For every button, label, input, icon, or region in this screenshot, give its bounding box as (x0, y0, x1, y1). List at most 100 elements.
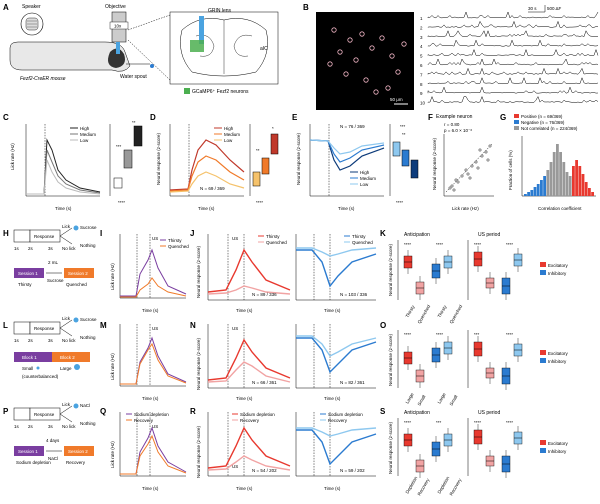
legend-depletion: Sodium depletion (134, 412, 169, 417)
cell-roi (359, 31, 365, 37)
session1-label: Session 1 (18, 271, 38, 276)
session2-sub: Recovery (66, 460, 86, 465)
us-label: US (232, 236, 238, 241)
legend-positive: Positive (n = 69/369) (521, 114, 563, 119)
x-axis-label-2: Time (s) (324, 396, 341, 401)
t2: 2s (28, 424, 34, 429)
hist-bar (591, 192, 594, 196)
panel-letter: H (3, 229, 9, 238)
x-axis-label: Lick rate (Hz) (452, 206, 479, 211)
hist-bar (546, 170, 550, 196)
series-depletion (207, 426, 291, 469)
t3: 3s (48, 424, 54, 429)
legend-exc: Excitatory (548, 351, 569, 356)
grin-label: GRIN lens (208, 8, 232, 14)
hist-bar (540, 180, 543, 196)
panel-letter: F (428, 113, 433, 122)
hist-bar (565, 172, 569, 196)
panel-letter: N (190, 321, 196, 330)
sucrose-label: Sucrose (80, 225, 97, 230)
series-small (207, 361, 291, 383)
y-axis-label: Neural response (z-score) (388, 421, 393, 474)
cell-roi (343, 71, 349, 77)
trace-id: 7 (420, 72, 423, 77)
gap2-label: Sucrose (47, 278, 64, 283)
series-thirsty (207, 248, 291, 293)
panel-g: G Positive (n = 69/369) Negative (n = 76… (500, 113, 596, 211)
sig-1: *** (400, 124, 406, 129)
calcium-trace (427, 39, 599, 47)
gcamp-legend: GCaMP6⁺ Fezf2 neurons (192, 89, 249, 95)
panel-s: S Anticipation US period Neural response… (380, 407, 569, 497)
legend-medium: Medium (80, 132, 96, 137)
lick-label: Lick (62, 402, 71, 407)
session2-sub: Quenched (66, 282, 87, 287)
series-medium (26, 149, 101, 195)
hist-bar (581, 174, 585, 196)
series-medium (309, 139, 385, 163)
legend2-thirsty: Thirsty (352, 234, 366, 239)
response-label: Response (34, 234, 55, 239)
example-title: Example neuron (436, 114, 473, 120)
legend2-recovery: Recovery (328, 418, 348, 423)
trace-id: 1 (420, 16, 423, 21)
trace-id: 4 (420, 44, 423, 49)
mouse-label: Fezf2-CreER mouse (20, 76, 66, 82)
cat-3: Large (437, 392, 447, 405)
y-axis-label: Neural response (z-score) (432, 137, 437, 190)
aic-label: aIC (260, 46, 268, 52)
anticipation-title: Anticipation (404, 232, 430, 238)
panel-r: R Neural response (z-score) US Sodium de… (190, 407, 377, 491)
session1-label: Session 1 (18, 449, 38, 454)
series-low (26, 159, 101, 195)
n-label: N = 69 / 369 (200, 186, 225, 191)
cell-roi (395, 69, 401, 75)
legend-exc: Excitatory (548, 263, 569, 268)
n1-label: N = 66 / 361 (252, 380, 277, 385)
response-label: Response (34, 326, 55, 331)
sig-3: **** (474, 420, 481, 425)
panel-letter: E (292, 113, 298, 122)
panel-letter: O (380, 321, 386, 330)
trace-id: 9 (420, 91, 423, 96)
panel-q: Q Lick rate (Hz) US Sodium depletion Rec… (100, 407, 187, 491)
cell-roi (347, 37, 353, 43)
sig-2: **** (436, 242, 443, 247)
scatter-point (460, 174, 464, 178)
small-label: Small (22, 366, 33, 371)
us-label: US (152, 326, 158, 331)
sig-3: *** (474, 332, 480, 337)
p-value: p = 6.0 × 10⁻⁶ (444, 128, 472, 133)
y-axis-label: Neural response (z-score) (196, 245, 201, 298)
panel-p: P Response Lick No lick NaCl Nothing 1s … (3, 402, 96, 465)
scatter-point (466, 172, 470, 176)
calcium-trace (427, 67, 599, 75)
t1: 1s (14, 424, 20, 429)
x-axis-label: Time (s) (142, 308, 159, 313)
nothing-label: Nothing (80, 421, 96, 426)
series-quenched (120, 277, 187, 298)
y-axis-label: Lick rate (Hz) (110, 353, 115, 380)
gap-label: 2 mL (48, 260, 59, 265)
legend-low: Low (224, 138, 233, 143)
n2-label: N = 103 / 336 (340, 292, 368, 297)
hist-bar (575, 160, 578, 196)
cat-1: Depletion (405, 475, 419, 494)
hist-bar (578, 166, 582, 196)
series-thirsty-inh (296, 249, 377, 288)
y-axis-label: Lick rate (Hz) (10, 143, 15, 170)
fov-image (316, 12, 414, 110)
r-value: r = 0.80 (444, 122, 460, 127)
trace-id: 5 (420, 54, 423, 59)
large-label: Large (60, 366, 72, 371)
lick-label: Lick (62, 224, 71, 229)
panel-j: J Neural response (z-score) US Thirsty Q… (190, 229, 377, 313)
cell-roi (327, 61, 333, 67)
sig-2: **** (436, 332, 443, 337)
series-recovery (207, 455, 291, 471)
gap-label: 4 days (46, 438, 60, 443)
nacl-label: NaCl (80, 403, 90, 408)
series-small (120, 336, 187, 385)
scatter-point (454, 178, 458, 182)
panel-f: F Example neuron r = 0.80 p = 6.0 × 10⁻⁶… (428, 113, 494, 211)
